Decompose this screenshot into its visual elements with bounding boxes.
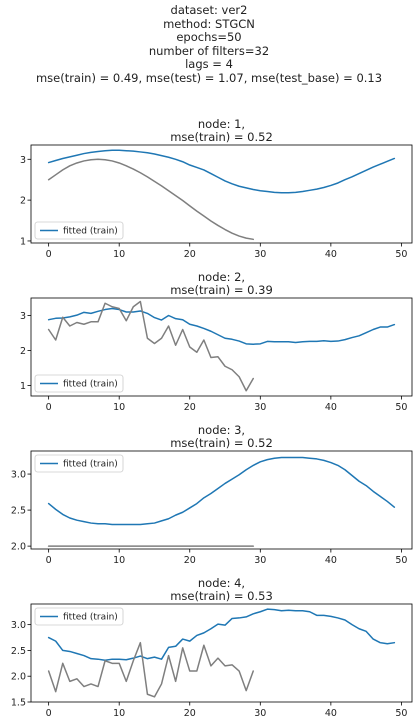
fitted-train-line xyxy=(47,149,396,194)
x-tick-label: 50 xyxy=(395,708,407,719)
y-tick-label: 2 xyxy=(20,346,26,357)
panel-title-line: node: 1, xyxy=(198,117,245,131)
panel-title-line: mse(train) = 0.52 xyxy=(170,130,273,144)
y-tick-label: 1 xyxy=(20,236,26,247)
y-tick-label: 3 xyxy=(20,155,26,166)
x-tick-label: 40 xyxy=(325,555,337,566)
axes-frame xyxy=(30,144,413,244)
x-tick-label: 30 xyxy=(254,708,266,719)
panel-title-line: node: 2, xyxy=(198,270,245,284)
legend-label: fitted (train) xyxy=(63,613,118,623)
suptitle-line: mse(train) = 0.49, mse(test) = 1.07, mse… xyxy=(35,70,383,85)
y-tick-label: 1.5 xyxy=(11,698,26,709)
y-tick-label: 2 xyxy=(20,196,26,207)
x-tick-label: 50 xyxy=(395,402,407,413)
fitted-train-line xyxy=(47,608,396,661)
legend: fitted (train) xyxy=(34,454,124,473)
x-tick-label: 10 xyxy=(113,555,125,566)
panel-1: node: 1,mse(train) = 0.52 0 10 20 30 40 50 1 2 3 f… xyxy=(20,117,413,260)
x-tick-label: 30 xyxy=(254,402,266,413)
axes-frame xyxy=(30,297,413,397)
x-tick-label: 10 xyxy=(113,708,125,719)
y-tick-label: 2.0 xyxy=(11,672,26,683)
x-tick-label: 0 xyxy=(46,402,52,413)
y-tick-label: 3 xyxy=(20,311,26,322)
legend: fitted (train) xyxy=(34,221,124,240)
panel-title-line: mse(train) = 0.39 xyxy=(170,283,273,297)
x-tick-label: 20 xyxy=(184,708,196,719)
x-tick-label: 20 xyxy=(184,402,196,413)
x-tick-label: 40 xyxy=(325,402,337,413)
panel-3: node: 3,mse(train) = 0.52 0 10 20 30 40 50 2.0 2… xyxy=(11,423,413,566)
axes-frame xyxy=(30,603,413,703)
legend-box xyxy=(34,454,124,473)
x-tick-label: 20 xyxy=(184,555,196,566)
fitted-train-line xyxy=(47,456,396,526)
legend: fitted (train) xyxy=(34,374,124,393)
suptitle-line: number of filters=32 xyxy=(148,43,270,58)
x-tick-label: 30 xyxy=(254,249,266,260)
x-tick-label: 50 xyxy=(395,249,407,260)
x-tick-label: 20 xyxy=(184,249,196,260)
suptitle-line: method: STGCN xyxy=(163,16,255,31)
x-tick-label: 40 xyxy=(325,249,337,260)
y-tick-label: 2.5 xyxy=(11,506,26,517)
x-tick-label: 0 xyxy=(46,249,52,260)
y-tick-label: 1 xyxy=(20,381,26,392)
legend-label: fitted (train) xyxy=(63,227,118,237)
y-tick-label: 3.0 xyxy=(11,470,26,481)
y-tick-label: 3.0 xyxy=(11,620,26,631)
panel-4: node: 4,mse(train) = 0.53 0 10 20 30 40 50 1.5 2… xyxy=(11,576,413,719)
x-tick-label: 10 xyxy=(113,249,125,260)
figure-suptitle: dataset: ver2 method: STGCN epochs=50 numbe… xyxy=(0,3,418,85)
fitted-train-line xyxy=(47,307,396,345)
x-tick-label: 30 xyxy=(254,555,266,566)
observed-line xyxy=(47,641,254,698)
axes-frame xyxy=(30,450,413,550)
suptitle-line: epochs=50 xyxy=(176,30,242,44)
panel-title-line: mse(train) = 0.53 xyxy=(170,589,273,603)
panel-title-line: node: 3, xyxy=(198,423,245,437)
observed-line xyxy=(47,300,254,392)
y-tick-label: 2.5 xyxy=(11,646,26,657)
suptitle-line: dataset: ver2 xyxy=(170,3,248,17)
suptitle-line: lags = 4 xyxy=(185,57,233,71)
legend-box xyxy=(34,374,124,393)
observed-line xyxy=(47,158,254,241)
x-tick-label: 10 xyxy=(113,402,125,413)
x-tick-label: 0 xyxy=(46,555,52,566)
legend-label: fitted (train) xyxy=(63,460,118,470)
x-tick-label: 0 xyxy=(46,708,52,719)
panel-title-line: mse(train) = 0.52 xyxy=(170,436,273,450)
legend-box xyxy=(34,221,124,240)
x-tick-label: 50 xyxy=(395,555,407,566)
legend-label: fitted (train) xyxy=(63,380,118,390)
panel-title-line: node: 4, xyxy=(198,576,245,590)
x-tick-label: 40 xyxy=(325,708,337,719)
panel-2: node: 2,mse(train) = 0.39 0 10 20 30 40 50 1 2 3 f… xyxy=(20,270,413,413)
legend: fitted (train) xyxy=(34,607,124,626)
legend-box xyxy=(34,607,124,626)
y-tick-label: 2.0 xyxy=(11,542,26,553)
